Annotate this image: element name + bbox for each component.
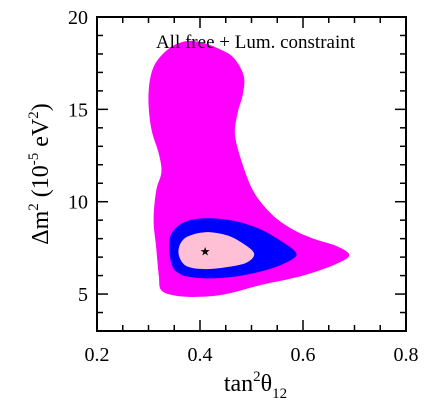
- y-label-close: ): [28, 103, 54, 111]
- chart-annotation: All free + Lum. constraint: [156, 32, 356, 53]
- y-label-prefix: Δm: [28, 210, 54, 244]
- x-label-base: tan: [224, 371, 253, 397]
- y-axis-label-group: Δm2 (10-5 eV2): [26, 103, 54, 245]
- contour-regions: [148, 40, 350, 297]
- tick-labels: 0.2 0.4 0.6 0.8 5 10 15 20: [68, 7, 419, 366]
- y-label-exp: -5: [26, 153, 42, 166]
- x-label-sup: 2: [253, 369, 261, 385]
- axis-ticks: [96, 16, 407, 332]
- best-fit-marker: ★: [200, 245, 211, 259]
- x-label-sub: 12: [272, 386, 287, 402]
- x-label-symbol: θ: [261, 371, 273, 397]
- y-tick-label: 10: [68, 192, 88, 214]
- x-tick-label: 0.8: [394, 344, 419, 366]
- y-label-unit: eV: [28, 118, 54, 153]
- y-label-unit-sup: 2: [26, 111, 42, 119]
- x-tick-label: 0.6: [291, 344, 316, 366]
- contour-region-inner: [178, 232, 255, 270]
- y-axis-label: Δm2 (10-5 eV2): [26, 103, 54, 245]
- y-label-mid: (10: [28, 165, 54, 203]
- y-tick-label: 5: [78, 284, 88, 306]
- x-axis-label: tan2θ12: [224, 369, 287, 402]
- y-tick-label: 20: [68, 7, 88, 29]
- x-tick-label: 0.4: [188, 344, 213, 366]
- x-tick-label: 0.2: [85, 344, 110, 366]
- y-label-sup: 2: [26, 203, 42, 211]
- y-tick-label: 15: [68, 99, 88, 121]
